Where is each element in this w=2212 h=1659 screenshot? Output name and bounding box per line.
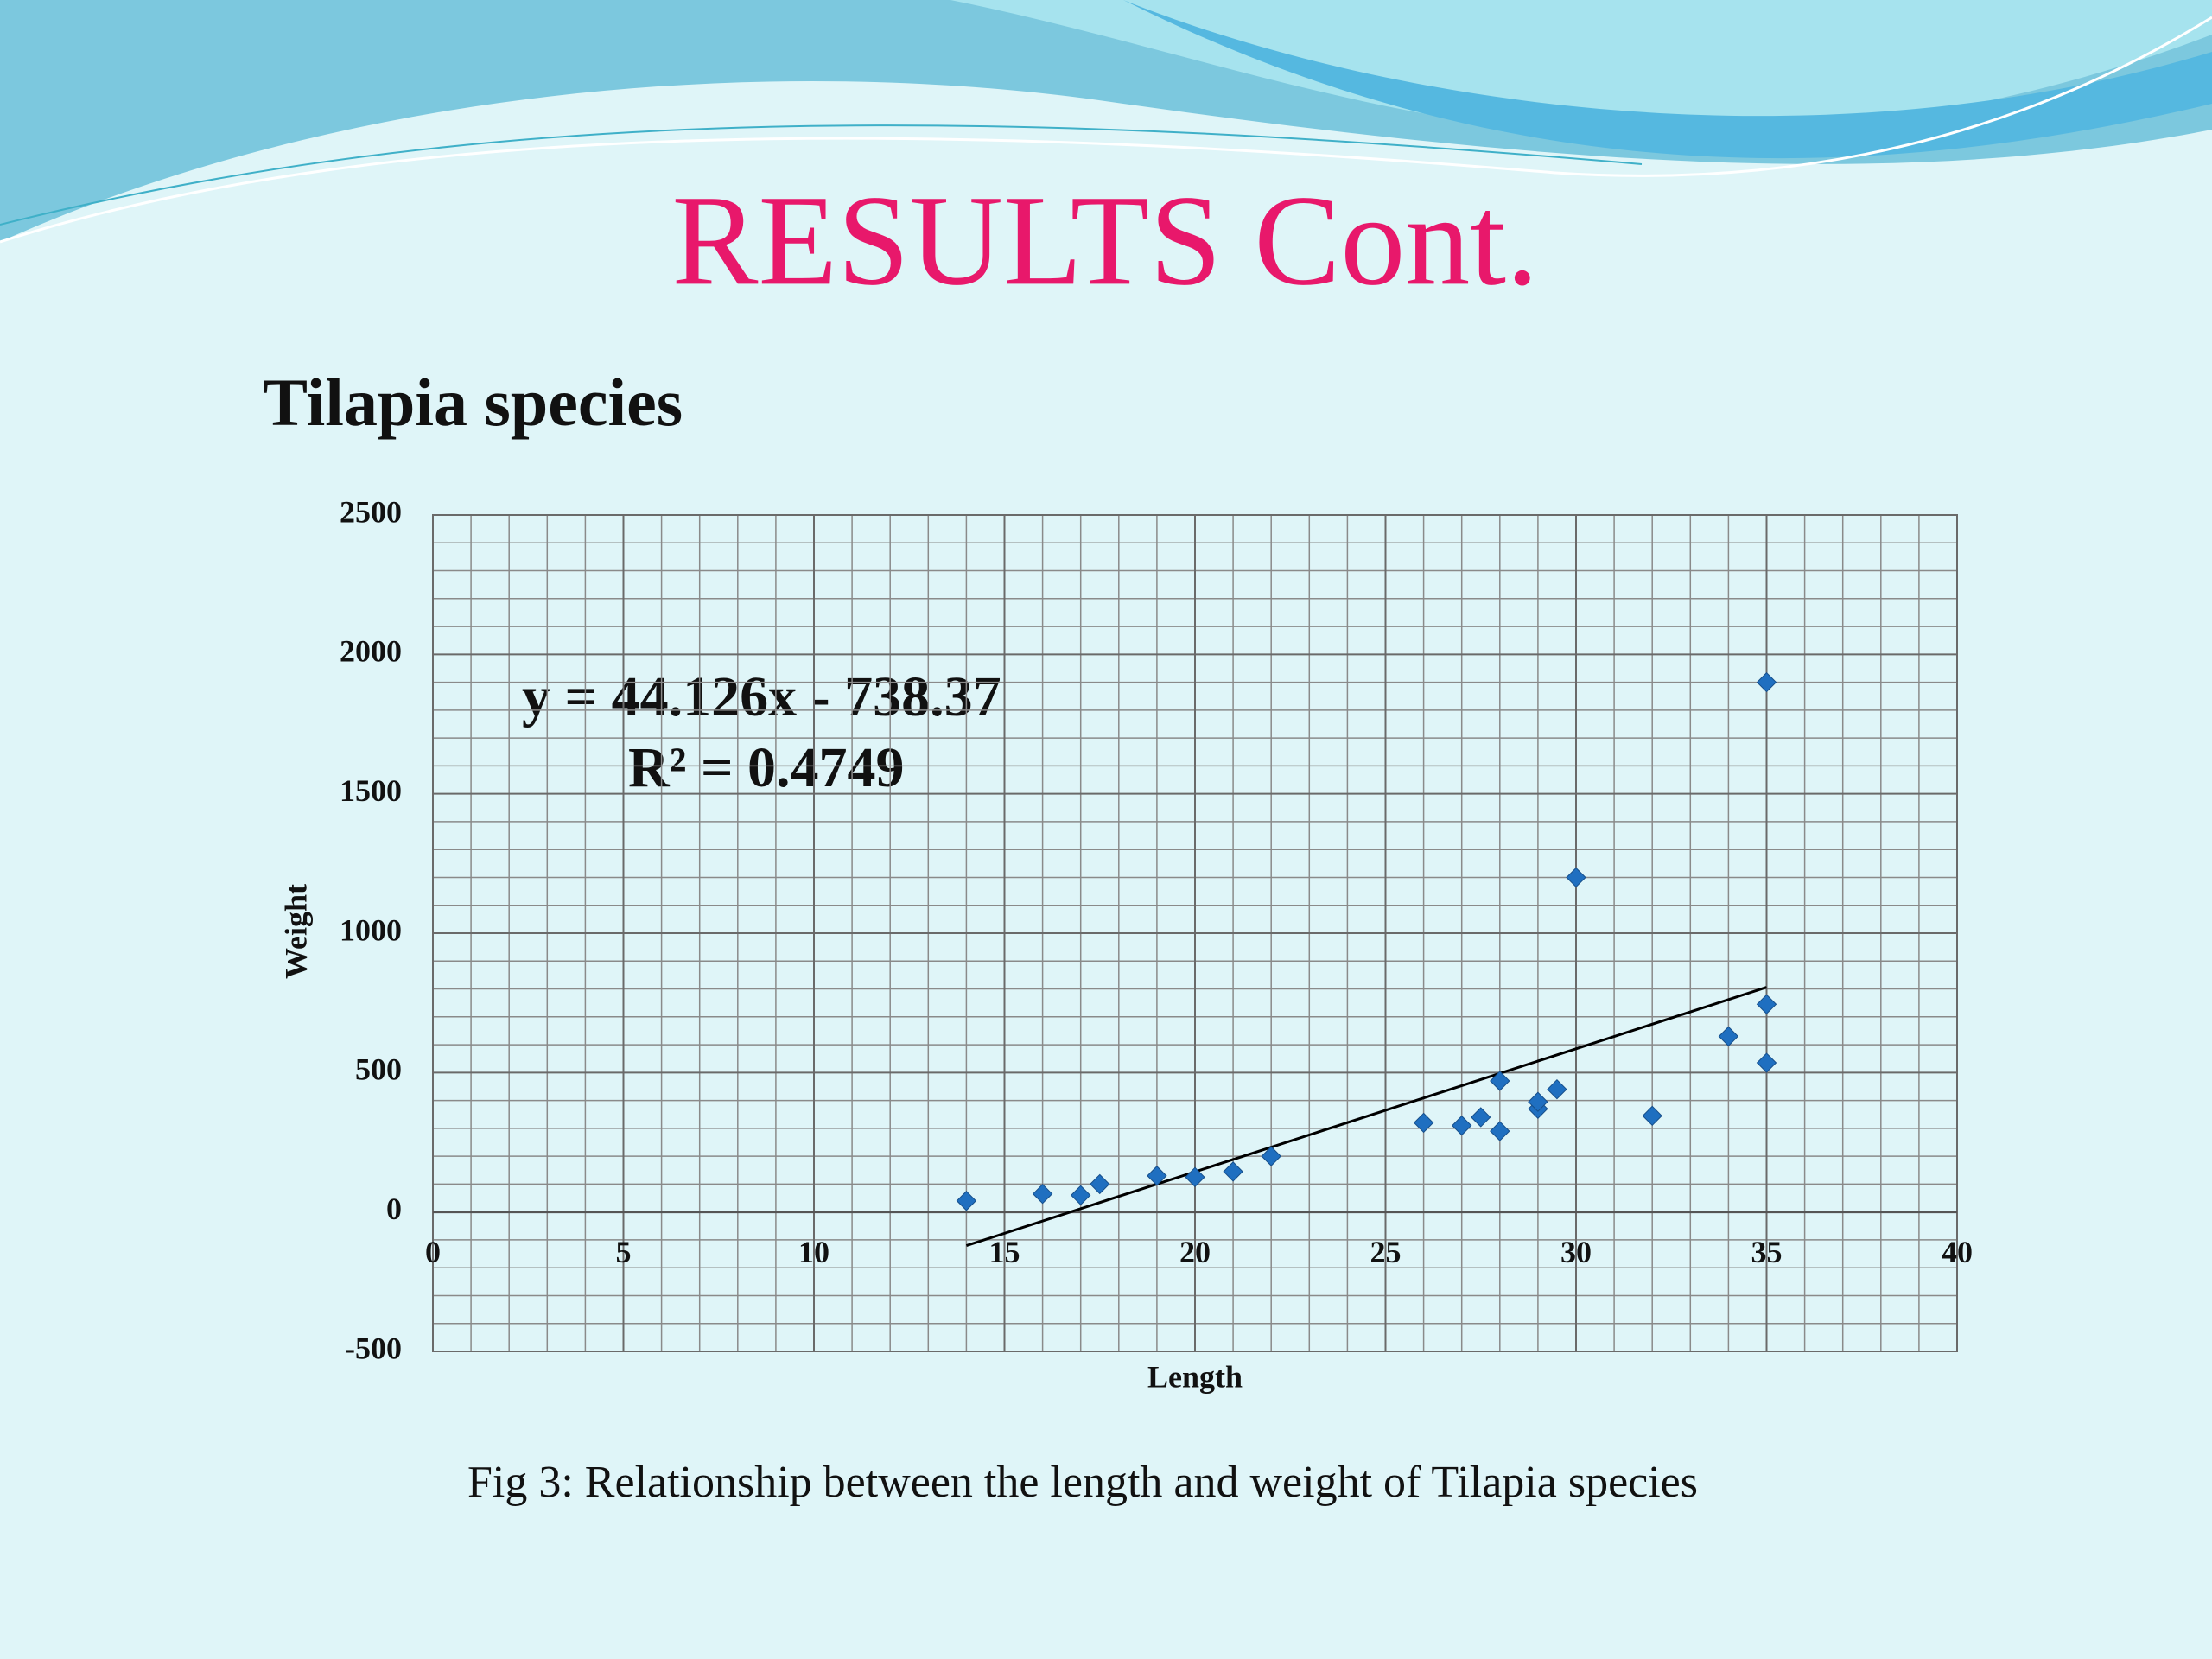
y-tick-label: 500 (355, 1052, 402, 1087)
point (956, 1191, 977, 1211)
header-waves (0, 0, 2212, 244)
y-tick-label: 0 (386, 1192, 402, 1226)
trendline (965, 986, 1767, 1248)
wave (1123, 0, 2212, 159)
plot (432, 514, 1958, 1352)
figure-caption: Fig 3: Relationship between the length a… (467, 1458, 1698, 1507)
point (1642, 1105, 1662, 1127)
x-tick-label: 15 (989, 1235, 1020, 1269)
point (1490, 1071, 1510, 1091)
y-tick-label: 2500 (340, 494, 402, 529)
x-axis-label: Length (1147, 1359, 1243, 1394)
point (1070, 1185, 1091, 1206)
x-tick-label: 10 (798, 1235, 830, 1269)
wave-line (0, 124, 1643, 226)
wave-line (0, 16, 2212, 244)
point (1756, 994, 1777, 1014)
point (1756, 1052, 1777, 1073)
point (1490, 1121, 1510, 1141)
y-axis-label: Weight (278, 884, 313, 979)
point (1223, 1161, 1243, 1182)
point (1566, 867, 1586, 888)
y-tick-label: -500 (345, 1331, 402, 1365)
point (1451, 1115, 1472, 1136)
x-tick-label: 40 (1942, 1235, 1973, 1269)
x-tick-label: 20 (1179, 1235, 1211, 1269)
x-tick-label: 30 (1560, 1235, 1592, 1269)
slide-heading: Tilapia species (263, 365, 683, 440)
point (1756, 671, 1777, 693)
point (1718, 1026, 1739, 1047)
point (1547, 1078, 1567, 1100)
x-tick-label: 35 (1751, 1235, 1783, 1269)
trendline-equation: y = 44.126x - 738.37 (522, 665, 1001, 728)
point (1032, 1183, 1053, 1205)
y-tick-label: 1500 (340, 773, 402, 808)
r-squared: R² = 0.4749 (628, 736, 905, 799)
point (1185, 1166, 1205, 1188)
slide-title: RESULTS Cont. (671, 168, 1538, 312)
y-tick-label: 1000 (340, 912, 402, 947)
x-tick-label: 5 (616, 1235, 632, 1269)
wave (950, 0, 2212, 135)
point (1147, 1166, 1167, 1186)
point (1413, 1112, 1434, 1134)
plot-border (432, 514, 1958, 1352)
point (1090, 1173, 1110, 1195)
x-tick-label: 0 (425, 1235, 441, 1269)
point (1261, 1146, 1281, 1166)
point (1471, 1107, 1491, 1128)
x-tick-label: 25 (1370, 1235, 1402, 1269)
point (1528, 1091, 1548, 1112)
y-tick-label: 2000 (340, 634, 402, 669)
